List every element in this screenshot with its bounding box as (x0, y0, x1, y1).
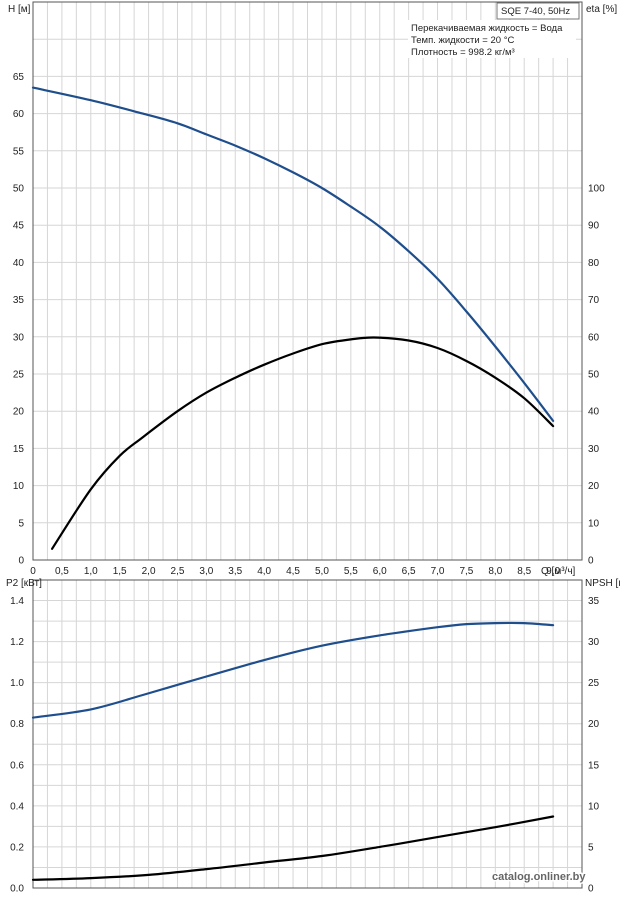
right-tick-label: 30 (588, 637, 600, 648)
x-tick-label: 7,5 (459, 566, 473, 577)
x-tick-label: 6,0 (373, 566, 387, 577)
right-tick-label: 50 (588, 370, 600, 381)
x-tick-label: 8,5 (517, 566, 531, 577)
series-line-0-0 (31, 86, 555, 422)
x-tick-label: 7,0 (431, 566, 445, 577)
left-tick-label: 5 (18, 518, 24, 529)
plot-frame (32, 579, 583, 889)
left-tick-label: 15 (13, 444, 25, 455)
right-tick-label: 20 (588, 719, 600, 730)
tick-labels: 0510152025303540455055606501020304050607… (10, 72, 605, 895)
model-label: SQE 7-40, 50Hz (501, 6, 570, 17)
grid (33, 2, 582, 888)
right-tick-label: 10 (588, 801, 600, 812)
right-tick-label: 20 (588, 481, 600, 492)
right-tick-label: 40 (588, 407, 600, 418)
x-tick-label: 5,5 (344, 566, 358, 577)
left-tick-label: 45 (13, 221, 25, 232)
info-line-liquid: Перекачиваемая жидкость = Вода (411, 23, 563, 34)
x-tick-label: 4,5 (286, 566, 300, 577)
series-line-1-1 (31, 815, 555, 881)
left-tick-label: 0.0 (10, 884, 24, 895)
x-axis-title: Q [м³/ч] (541, 566, 576, 577)
left-tick-label: 0.6 (10, 760, 24, 771)
watermark: catalog.onliner.by (492, 871, 586, 883)
left-tick-label: 35 (13, 295, 25, 306)
watermark-shadow: catalog.onliner.by (492, 871, 586, 883)
right-tick-label: 25 (588, 678, 600, 689)
left-tick-label: 0.2 (10, 842, 24, 853)
x-tick-label: 0,5 (55, 566, 69, 577)
left-tick-label: 40 (13, 258, 25, 269)
left-tick-label: 30 (13, 332, 25, 343)
info-line-temperature: Темп. жидкости = 20 °C (411, 35, 514, 46)
info-line-density: Плотность = 998.2 кг/м³ (411, 47, 515, 58)
plot-frame (32, 1, 583, 561)
left-tick-label: 55 (13, 146, 25, 157)
left-tick-label: 60 (13, 109, 25, 120)
series-line-1-0 (31, 621, 555, 719)
right-tick-label: 10 (588, 518, 600, 529)
right-tick-label: 80 (588, 258, 600, 269)
right-tick-label: 70 (588, 295, 600, 306)
series-lines (31, 86, 555, 881)
right-tick-label: 35 (588, 596, 600, 607)
left-tick-label: 0.4 (10, 801, 24, 812)
x-tick-label: 5,0 (315, 566, 329, 577)
top-left-axis-title: H [м] (8, 4, 31, 15)
left-tick-label: 50 (13, 184, 25, 195)
left-tick-label: 0.8 (10, 719, 24, 730)
bottom-right-axis-title: NPSH [м] (585, 578, 620, 589)
x-tick-label: 0 (30, 566, 36, 577)
right-tick-label: 5 (588, 842, 594, 853)
left-tick-label: 10 (13, 481, 25, 492)
x-tick-label: 3,0 (199, 566, 213, 577)
top-right-axis-title: eta [%] (586, 4, 617, 15)
x-tick-label: 4,0 (257, 566, 271, 577)
right-tick-label: 15 (588, 760, 600, 771)
x-tick-label: 9,0 (546, 566, 560, 577)
right-tick-label: 0 (588, 884, 594, 895)
series-line-0-1 (51, 336, 555, 550)
right-tick-label: 30 (588, 444, 600, 455)
left-tick-label: 65 (13, 72, 25, 83)
left-tick-label: 1.2 (10, 637, 24, 648)
x-tick-label: 1,5 (113, 566, 127, 577)
x-tick-label: 1,0 (84, 566, 98, 577)
model-label-box (496, 2, 580, 20)
right-tick-label: 90 (588, 221, 600, 232)
left-tick-label: 20 (13, 407, 25, 418)
right-tick-label: 100 (588, 184, 605, 195)
x-tick-label: 6,5 (402, 566, 416, 577)
left-tick-label: 0 (18, 556, 24, 567)
left-tick-label: 25 (13, 370, 25, 381)
x-tick-label: 8,0 (488, 566, 502, 577)
info-background (408, 20, 576, 58)
x-tick-label: 2,5 (171, 566, 185, 577)
bottom-left-axis-title: P2 [кВт] (6, 578, 42, 589)
plot-frames (32, 1, 583, 889)
right-tick-label: 0 (588, 556, 594, 567)
right-tick-label: 60 (588, 332, 600, 343)
left-tick-label: 1.4 (10, 596, 24, 607)
x-tick-label: 2,0 (142, 566, 156, 577)
x-tick-label: 3,5 (228, 566, 242, 577)
left-tick-label: 1.0 (10, 678, 24, 689)
